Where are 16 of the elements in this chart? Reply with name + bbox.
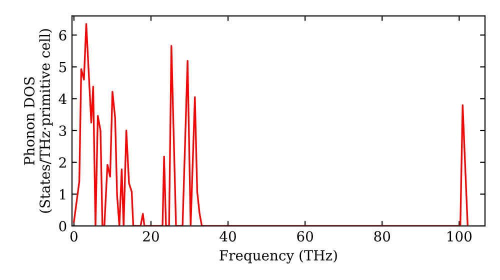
y-tick-label: 4 xyxy=(58,94,66,104)
y-tick-label: 1 xyxy=(60,189,66,200)
line-series xyxy=(73,23,468,226)
y-tick-label: 3 xyxy=(59,125,66,136)
x-tick-label: 40 xyxy=(220,231,236,242)
y-tick-label: 5 xyxy=(59,62,66,72)
y-tick-label: 2 xyxy=(59,157,66,168)
x-tick-label: 20 xyxy=(143,231,159,242)
y-tick-label: 6 xyxy=(59,30,66,41)
x-tick-label: 60 xyxy=(297,231,313,242)
x-tick-label: 80 xyxy=(374,231,390,242)
x-axis-title: Frequency (THz) xyxy=(220,250,337,264)
x-tick-label: 0 xyxy=(70,231,78,242)
x-tick-label: 100 xyxy=(448,231,472,242)
y-axis-title: Phonon DOS (States/THz·primitive cell) xyxy=(24,29,53,213)
y-tick-label: 0 xyxy=(59,220,66,232)
